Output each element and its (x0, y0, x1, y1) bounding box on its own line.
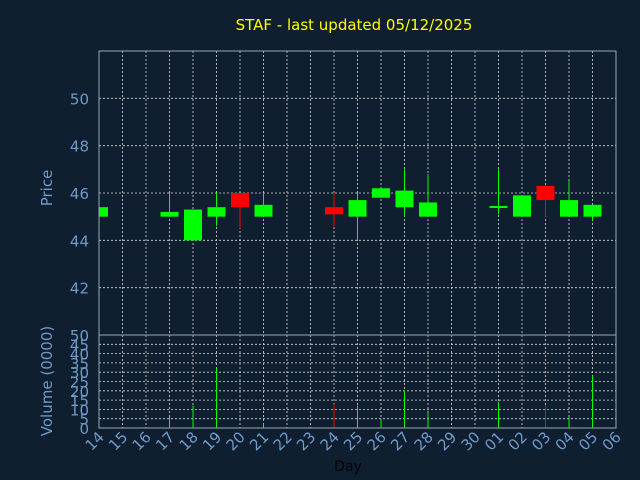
candle-28 (419, 174, 437, 217)
candle-body (419, 202, 437, 217)
candle-body (207, 207, 226, 217)
volume-y-tick-label: 40 (70, 346, 89, 364)
day-x-tick-label: 01 (481, 428, 507, 454)
day-x-tick-label: 15 (105, 428, 131, 454)
candle-body (489, 206, 508, 209)
day-x-tick-label: 19 (199, 428, 225, 454)
volume-y-tick-label: 10 (70, 401, 89, 419)
price-axis-label: Price (38, 170, 56, 207)
day-x-tick-label: 16 (129, 428, 155, 454)
volume-y-tick-label: 5 (79, 411, 89, 429)
day-x-tick-label: 04 (552, 428, 578, 454)
day-x-tick-label: 18 (176, 428, 202, 454)
day-x-tick-label: 23 (293, 428, 319, 454)
price-y-tick-label: 50 (70, 90, 89, 108)
day-axis-label: Day (334, 459, 362, 475)
candle-24 (325, 193, 343, 227)
volume-y-tick-label: 50 (70, 327, 89, 345)
candle-body (536, 185, 555, 201)
day-x-tick-label: 24 (317, 428, 343, 454)
candle-20 (231, 193, 249, 229)
candle-body (513, 195, 531, 217)
volume-y-tick-label: 15 (70, 392, 89, 410)
price-y-tick-label: 46 (70, 185, 89, 203)
candle-19 (207, 193, 226, 227)
price-y-ticks: 42 44 46 48 50 (70, 90, 89, 297)
day-x-tick-label: 21 (246, 428, 272, 454)
candle-05 (583, 204, 602, 222)
candle-body (254, 204, 273, 217)
candle-26 (372, 188, 390, 198)
day-x-ticks: 1415161718192021222324252627282930010203… (82, 428, 625, 454)
candle-body (231, 193, 249, 208)
day-x-tick-label: 25 (340, 428, 366, 454)
candle-03 (536, 185, 555, 217)
candle-body (583, 204, 602, 217)
candle-04 (560, 181, 578, 217)
candle-14 (98, 207, 108, 217)
candle-25 (348, 193, 367, 241)
day-x-tick-label: 30 (458, 428, 484, 454)
price-y-tick-label: 44 (70, 232, 89, 250)
day-x-tick-label: 27 (387, 428, 413, 454)
volume-y-tick-label: 25 (70, 374, 89, 392)
volume-axis-label: Volume (0000) (38, 326, 56, 436)
day-x-tick-label: 22 (270, 428, 296, 454)
day-x-tick-label: 06 (599, 428, 625, 454)
candle-body (160, 211, 179, 217)
candle-01 (489, 169, 508, 215)
candle-02 (513, 195, 531, 217)
chart-title: STAF - last updated 05/12/2025 (236, 16, 473, 34)
day-x-tick-label: 03 (528, 428, 554, 454)
price-y-tick-label: 42 (70, 280, 89, 298)
day-x-tick-label: 26 (364, 428, 390, 454)
volume-y-tick-label: 20 (70, 383, 89, 401)
volume-y-tick-label: 0 (79, 420, 89, 438)
candle-body (348, 200, 367, 217)
day-x-tick-label: 20 (223, 428, 249, 454)
day-x-tick-label: 05 (575, 428, 601, 454)
candle-body (395, 190, 414, 208)
candle-body (99, 207, 108, 217)
candle-body (184, 209, 202, 241)
candle-18 (184, 209, 202, 241)
volume-series (169, 368, 593, 428)
volume-y-tick-label: 45 (70, 336, 89, 354)
candlestick-series (98, 169, 602, 241)
volume-plot-frame (98, 334, 617, 429)
candle-17 (160, 193, 179, 217)
price-y-tick-label: 48 (70, 138, 89, 156)
candle-body (325, 207, 343, 215)
day-x-tick-label: 02 (505, 428, 531, 454)
day-x-tick-label: 17 (152, 428, 178, 454)
volume-y-tick-label: 30 (70, 364, 89, 382)
candle-27 (395, 169, 414, 217)
candle-21 (254, 193, 273, 217)
volume-y-tick-label: 35 (70, 355, 89, 373)
candle-body (372, 188, 390, 198)
day-x-tick-label: 29 (434, 428, 460, 454)
day-x-tick-label: 28 (411, 428, 437, 454)
candle-body (560, 200, 578, 217)
